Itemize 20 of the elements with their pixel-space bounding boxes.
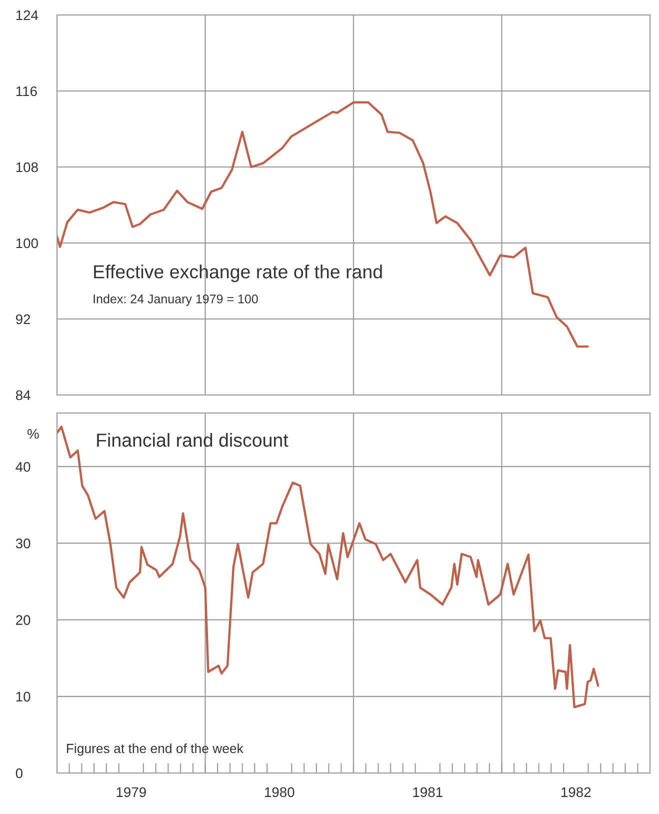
text: Financial rand discount	[97, 433, 288, 447]
annotation: Figures at the end of the week	[66, 743, 244, 756]
text: Effective exchange rate of the rand	[94, 264, 382, 282]
y-tick-label: 116	[16, 86, 37, 96]
x-tick-label: 1981	[413, 787, 442, 798]
text: Index: 24 January 1979 = 100	[94, 294, 258, 306]
y-tick-label: 124	[16, 10, 38, 20]
y-tick-label: 108	[16, 162, 38, 172]
y-tick-label: 20	[16, 615, 30, 625]
x-tick-label: 1982	[561, 787, 591, 798]
y-tick-label: 30	[16, 538, 30, 548]
y-tick-label: 0	[16, 768, 23, 778]
y-tick-label: 10	[16, 692, 30, 702]
y-tick-label: 84	[16, 390, 30, 400]
y-tick-label: 92	[16, 314, 30, 324]
y-tick-label: 40	[16, 462, 30, 472]
x-tick-label: 1979	[116, 787, 146, 798]
y-tick-label: 100	[16, 238, 38, 248]
x-tick-label: 1980	[264, 787, 294, 798]
y-axis-title: %	[27, 428, 39, 439]
